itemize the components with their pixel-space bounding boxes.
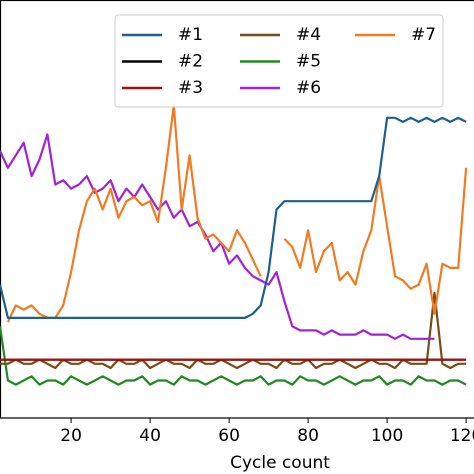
x-tick-label: 60 bbox=[218, 426, 240, 446]
legend-label: #3 bbox=[178, 78, 203, 98]
series-line bbox=[6, 104, 468, 323]
series-line bbox=[0, 116, 467, 319]
x-tick-label: 80 bbox=[297, 426, 319, 446]
series-line bbox=[0, 326, 467, 386]
series-line bbox=[0, 133, 435, 340]
x-tick-label: 100 bbox=[371, 426, 403, 446]
legend-label: #2 bbox=[178, 52, 203, 72]
legend-label: #7 bbox=[411, 25, 436, 45]
legend-label: #6 bbox=[296, 78, 321, 98]
plot-frame bbox=[0, 0, 474, 419]
x-tick-label: 120 bbox=[450, 426, 474, 446]
legend-label: #1 bbox=[178, 25, 203, 45]
x-tick-label: 40 bbox=[139, 426, 161, 446]
x-tick-label: 20 bbox=[60, 426, 82, 446]
legend: #1 #2 #3 #4 #5 #6 #7 bbox=[114, 14, 444, 108]
legend-label: #5 bbox=[296, 52, 321, 72]
series-line bbox=[0, 291, 467, 370]
legend-label: #4 bbox=[296, 25, 321, 45]
x-axis-label: Cycle count bbox=[230, 453, 330, 473]
